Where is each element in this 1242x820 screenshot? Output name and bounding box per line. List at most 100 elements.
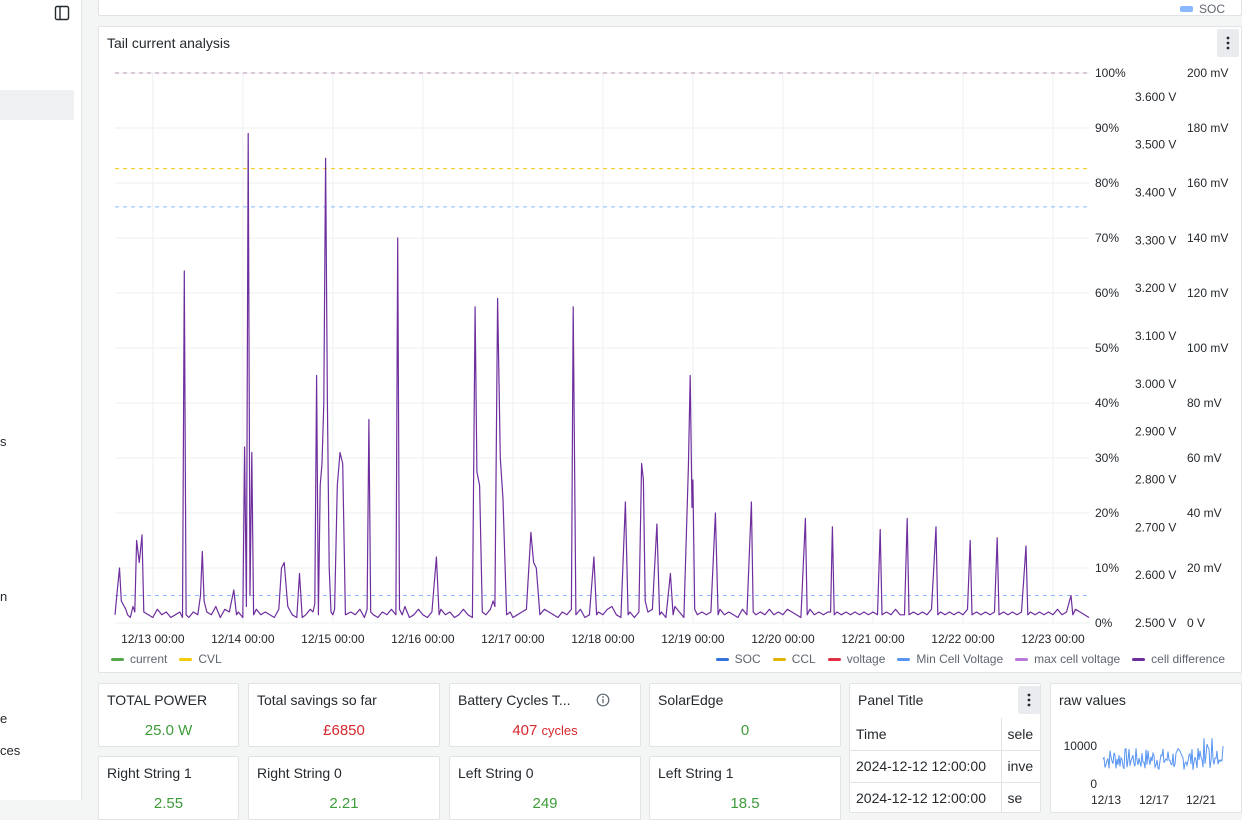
kebab-menu-icon [1027,693,1031,707]
legend-swatch [111,657,124,661]
legend-swatch [897,657,911,661]
right-string-0-panel: Right String 0 2.21 [248,756,440,820]
y-tick-label-voltage: 2.900 V [1135,425,1176,439]
sidebar-item-fragment[interactable]: e [0,711,8,726]
raw-values-chart[interactable]: 10000 0 12/13 12/17 12/21 [1051,684,1242,813]
y-tick-label-voltage: 3.100 V [1135,329,1176,343]
y-tick-label: 0 [1090,777,1097,791]
y-tick-label-percent: 100% [1095,66,1126,80]
y-tick-label-percent: 0% [1095,616,1113,630]
table-cell: se [1001,782,1040,812]
sidebar-item-fragment[interactable]: ces [0,743,21,758]
tail-current-chart[interactable]: 12/13 00:00 12/14 00:00 12/15 00:00 12/16 0… [99,27,1242,673]
x-tick-label: 12/17 [1139,793,1169,807]
panel-title: Left String 1 [658,765,734,781]
table-cell: 2024-12-12 12:00:00 [850,782,1002,812]
y-tick-label-percent: 30% [1095,451,1119,465]
x-tick-label: 12/22 00:00 [931,632,995,646]
y-tick-label-millivolt: 160 mV [1187,176,1228,190]
legend-item[interactable]: cell difference [1132,652,1225,666]
legend-swatch [827,657,841,661]
legend-item[interactable]: CCL [772,652,816,666]
legend-label: voltage [846,652,886,666]
panel-title: SolarEdge [658,692,724,708]
y-tick-label-voltage: 3.300 V [1135,233,1176,247]
y-tick-label-voltage: 3.400 V [1135,186,1176,200]
y-tick-label-voltage: 2.500 V [1135,616,1176,630]
y-tick-label-percent: 80% [1095,176,1119,190]
panel-menu-button[interactable] [1018,686,1040,714]
stat-value: 0 [740,722,750,739]
legend-label: CVL [198,652,222,666]
stat-value: 249 [532,795,558,812]
panel-title: Tail current analysis [107,35,230,51]
y-tick-label-percent: 20% [1095,506,1119,520]
y-tick-label-percent: 50% [1095,341,1119,355]
legend-item[interactable]: SOC [1179,2,1225,15]
x-tick-label: 12/13 [1091,793,1121,807]
legend-item[interactable]: CVL [179,652,222,666]
chart-legend-left: current CVL [111,652,222,666]
sidebar-item-fragment[interactable]: n [0,589,8,604]
y-tick-label-millivolt: 60 mV [1187,451,1222,465]
table-panel: Panel Title Time sele 2024-12-12 12:00:0… [849,683,1041,813]
legend-label: Min Cell Voltage [916,652,1004,666]
y-tick-label-percent: 70% [1095,231,1119,245]
legend-swatch [1179,6,1193,12]
table-row: 2024-12-12 12:00:00 inve [850,750,1040,783]
top-panel-legend: SOC [1179,2,1225,15]
x-tick-label: 12/17 00:00 [481,632,545,646]
left-string-0-panel: Left String 0 249 [449,756,641,820]
raw-values-line[interactable] [1102,738,1224,771]
legend-swatch [715,657,729,661]
legend-label: SOC [734,652,761,666]
x-tick-label: 12/21 00:00 [841,632,905,646]
x-tick-label: 12/13 00:00 [121,632,185,646]
panel-title: Battery Cycles T... [458,692,571,708]
y-tick-label-voltage: 2.700 V [1135,520,1176,534]
table-cell: inve [1001,750,1040,783]
legend-swatch [179,657,193,661]
y-tick-label-millivolt: 40 mV [1187,506,1222,520]
stat-value: 18.5 [730,795,760,812]
tail-current-panel: Tail current analysis 12/13 00:00 12/14 0… [98,26,1242,673]
x-tick-label: 12/21 [1186,793,1216,807]
sidebar-item-fragment[interactable]: s [0,434,7,449]
legend-item[interactable]: Min Cell Voltage [897,652,1003,666]
x-tick-label: 12/15 00:00 [301,632,365,646]
top-panel: SOC [98,0,1242,16]
x-tick-label: 12/18 00:00 [571,632,635,646]
stat-value: 2.21 [329,795,359,812]
stat-value: 25.0 W [144,722,193,739]
column-header[interactable]: sele [1001,718,1040,751]
y-tick-label-percent: 40% [1095,396,1119,410]
panel-title: Right String 1 [107,765,192,781]
y-tick-label-millivolt: 120 mV [1187,286,1228,300]
x-tick-label: 12/20 00:00 [751,632,815,646]
panel-title: Panel Title [858,692,924,708]
legend-item[interactable]: max cell voltage [1015,652,1120,666]
panel-title: Right String 0 [257,765,342,781]
y-tick-label-millivolt: 140 mV [1187,231,1228,245]
info-icon[interactable] [596,693,610,707]
panel-menu-button[interactable] [1217,29,1239,57]
legend-item[interactable]: current [111,652,167,666]
legend-label: cell difference [1151,652,1225,666]
raw-values-panel: raw values 10000 0 12/13 12/17 12/21 [1050,683,1242,813]
y-tick-label-voltage: 2.800 V [1135,473,1176,487]
legend-item[interactable]: voltage [827,652,886,666]
x-tick-label: 12/14 00:00 [211,632,275,646]
left-string-1-panel: Left String 1 18.5 [649,756,841,820]
stat-unit: cycles [541,723,578,738]
table-cell: 2024-12-12 12:00:00 [850,750,1002,783]
data-table: Time sele 2024-12-12 12:00:00 inve 2024-… [850,718,1040,812]
series-line-cell-difference[interactable] [114,132,1090,619]
dock-sidebar-icon[interactable] [54,5,70,21]
sidebar-active-item[interactable] [0,90,74,120]
stat-value: 407 cycles [450,722,640,739]
panel-title: TOTAL POWER [107,692,208,708]
y-tick-label-millivolt: 0 V [1187,616,1205,630]
y-tick-label-voltage: 3.600 V [1135,90,1176,104]
legend-item[interactable]: SOC [715,652,761,666]
column-header[interactable]: Time [850,718,1002,751]
